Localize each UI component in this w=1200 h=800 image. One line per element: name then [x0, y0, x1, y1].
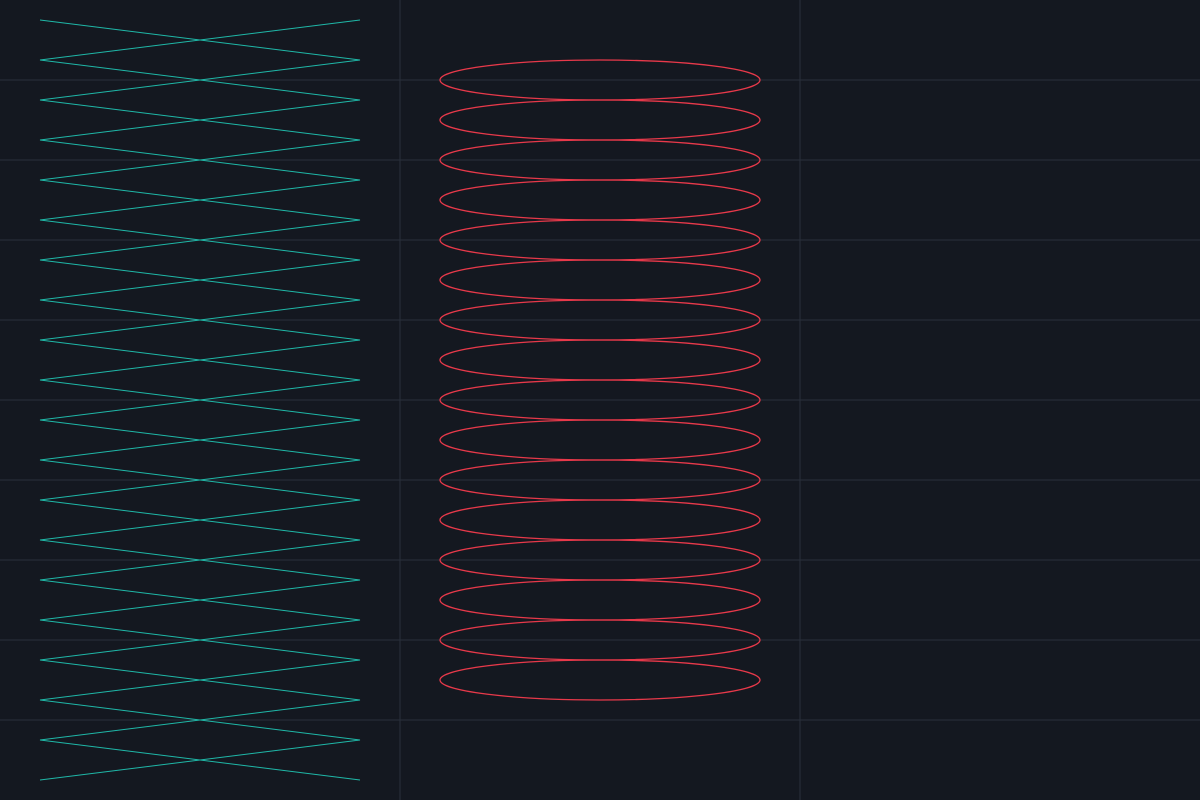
ellipse-ring — [439, 339, 761, 381]
ellipse-ring — [439, 259, 761, 301]
zigzag-line — [39, 19, 361, 781]
ellipse-ring — [439, 499, 761, 541]
stacked-ellipses — [439, 59, 761, 701]
ellipse-ring — [439, 179, 761, 221]
crossing-zigzag-lines — [39, 19, 361, 781]
ellipse-ring — [439, 99, 761, 141]
ellipse-ring — [439, 659, 761, 701]
ellipse-ring — [439, 419, 761, 461]
ellipse-ring — [439, 579, 761, 621]
